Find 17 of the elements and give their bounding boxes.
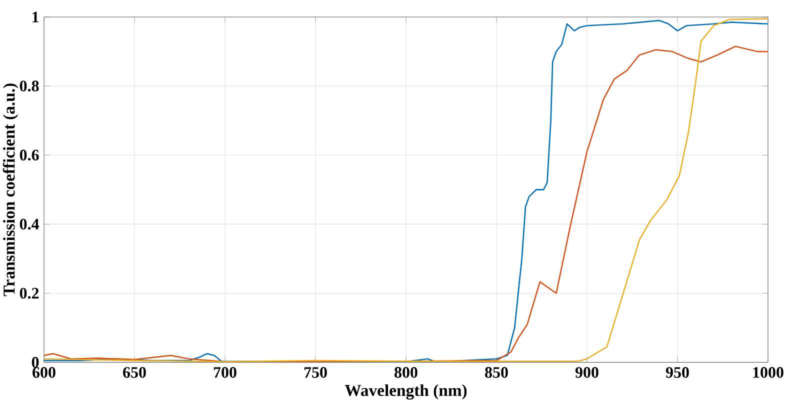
x-tick-label: 1000 xyxy=(753,367,784,378)
x-tick-label: 900 xyxy=(575,367,598,378)
y-tick-label: 0.2 xyxy=(20,288,39,299)
x-tick-label: 750 xyxy=(304,367,327,378)
y-tick-label: 0 xyxy=(32,356,39,368)
x-tick-label: 800 xyxy=(394,367,418,378)
x-tick-label: 850 xyxy=(485,367,508,378)
y-tick-label: 0.8 xyxy=(20,80,39,92)
y-tick-label: 1 xyxy=(32,12,38,22)
y-tick-label: 0.4 xyxy=(20,218,39,230)
x-tick-label: 600 xyxy=(32,367,56,378)
x-tick-label: 650 xyxy=(123,367,146,378)
y-tick-label: 0.6 xyxy=(20,150,39,161)
y-axis-title: Transmission coefficient (a.u.) xyxy=(2,84,18,296)
x-tick-label: 700 xyxy=(214,367,236,378)
x-axis-title: Wavelength (nm) xyxy=(344,384,467,400)
x-tick-label: 950 xyxy=(666,367,689,378)
